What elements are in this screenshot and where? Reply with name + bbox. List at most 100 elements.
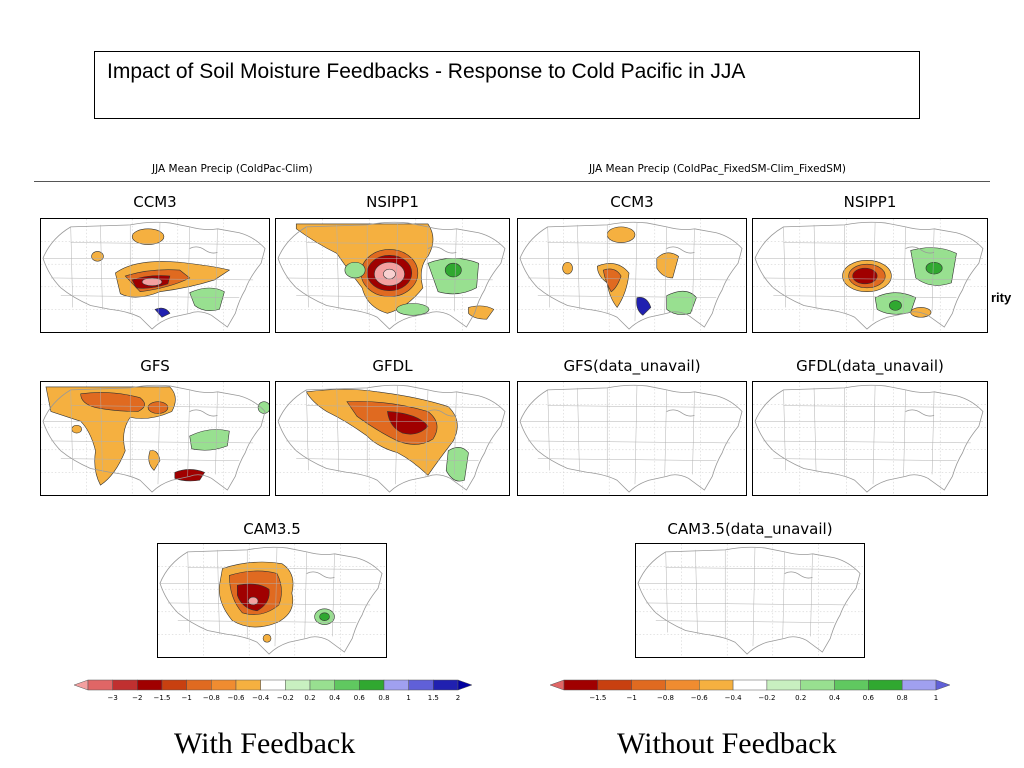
colorbar-tick-label: 1.5 [428, 694, 439, 702]
right-map-panel [752, 218, 988, 333]
panel-label: GFDL(data_unavail) [796, 357, 944, 375]
anomaly-region [396, 303, 430, 316]
panel-label: GFDL [372, 357, 413, 375]
colorbar-swatch [359, 679, 385, 691]
colorbar-swatch [868, 679, 903, 691]
colorbar-swatch [309, 679, 335, 691]
left-map-panel [40, 381, 270, 496]
anomaly-region [636, 297, 652, 316]
colorbar-tick-label: 0.8 [378, 694, 389, 702]
slide-title: Impact of Soil Moisture Feedbacks - Resp… [107, 60, 746, 83]
anomaly-region [468, 305, 495, 320]
colorbar-tick-label: −0.8 [203, 694, 220, 702]
colorbar-tick-label: −0.4 [725, 694, 743, 702]
anomaly-region [262, 634, 272, 643]
panel-label: CAM3.5 [243, 520, 301, 538]
anomaly-region [71, 424, 82, 434]
without-feedback-caption: Without Feedback [617, 727, 837, 760]
colorbar-swatch [800, 679, 835, 691]
colorbar-tick-label: −1 [626, 694, 636, 702]
colorbar-swatch [433, 679, 459, 691]
colorbar-swatch [235, 679, 261, 691]
anomaly-region [189, 429, 230, 451]
panel-label: CCM3 [133, 193, 177, 211]
colorbar-tick-label: −0.4 [252, 694, 270, 702]
right-header: JJA Mean Precip (ColdPac_FixedSM-Clim_Fi… [589, 163, 847, 175]
colorbar-swatch [383, 679, 409, 691]
colorbar-swatch [186, 679, 212, 691]
panel-label: NSIPP1 [843, 193, 897, 211]
anomaly-region [344, 261, 366, 279]
with-feedback-caption: With Feedback [174, 727, 356, 760]
colorbar-swatch [699, 679, 734, 691]
colorbar-swatch [260, 679, 286, 691]
left-colorbar: −3 −2 −1.5 −1 −0.8 −0.6 −0.4 −0.2 0.2 0.4 0.6 0.8 1 1… [73, 678, 485, 708]
colorbar-swatch [732, 679, 768, 691]
colorbar-tick-label: 0.6 [354, 694, 366, 702]
colorbar-tick-label: 0.2 [304, 694, 315, 702]
colorbar-swatch [834, 679, 869, 691]
colorbar-swatch [137, 679, 163, 691]
anomaly-region [189, 287, 225, 311]
anomaly-region [656, 252, 679, 279]
anomaly-region [606, 226, 636, 243]
colorbar-tick-label: −1.5 [154, 694, 171, 702]
anomaly-region [666, 290, 697, 315]
right-header-rule [512, 181, 990, 182]
anomaly-region [445, 447, 469, 482]
anomaly-region [147, 401, 169, 414]
colorbar-swatch [665, 679, 700, 691]
map-svg [518, 219, 746, 332]
colorbar-swatch [901, 679, 937, 691]
anomaly-region [562, 261, 573, 275]
map-svg [276, 382, 509, 495]
colorbar-arrow-right [935, 679, 951, 691]
colorbar-swatch [112, 679, 138, 691]
colorbar-tick-label: 1 [934, 694, 938, 702]
colorbar-tick-label: 1 [406, 694, 410, 702]
anomaly-region [602, 268, 622, 293]
anomaly-region [444, 262, 462, 278]
panel-label: CCM3 [610, 193, 654, 211]
left-map-panel [275, 218, 510, 333]
colorbar-tick-label: 0.4 [829, 694, 841, 702]
map-svg [518, 382, 746, 495]
colorbar-swatch [766, 679, 801, 691]
anomaly-region [148, 450, 161, 471]
colorbar-tick-label: −1 [182, 694, 192, 702]
panel-label: CAM3.5(data_unavail) [667, 520, 833, 538]
map-svg [753, 219, 987, 332]
panel-label: NSIPP1 [366, 193, 419, 211]
panel-label: GFS(data_unavail) [563, 357, 701, 375]
right-map-panel [752, 381, 988, 496]
right-map-panel [517, 381, 747, 496]
left-map-panel [40, 218, 270, 333]
colorbar-tick-label: −0.8 [657, 694, 674, 702]
anomaly-region [852, 267, 878, 285]
right-map-panel [635, 543, 865, 658]
colorbar-tick-label: −1.5 [589, 694, 606, 702]
map-svg [41, 382, 269, 495]
map-svg [276, 219, 509, 332]
anomaly-region [319, 612, 330, 621]
colorbar-swatch [161, 679, 187, 691]
side-text-fragment: rity [991, 290, 1012, 305]
panel-label: GFS [140, 357, 170, 375]
colorbar-arrow-right [457, 679, 473, 691]
colorbar-swatch [408, 679, 434, 691]
map-svg [41, 219, 269, 332]
colorbar-tick-label: 0.8 [897, 694, 908, 702]
right-colorbar: −1.5−1−0.8−0.6−0.4−0.20.20.40.60.811.5 [549, 678, 975, 708]
colorbar-tick-label: −0.2 [277, 694, 294, 702]
anomaly-region [925, 261, 943, 275]
anomaly-region [131, 228, 165, 245]
map-svg [636, 544, 864, 657]
colorbar-swatch [563, 679, 599, 691]
colorbar-swatch [631, 679, 666, 691]
right-map-panel [517, 218, 747, 333]
colorbar-tick-label: −2 [132, 694, 142, 702]
colorbar-tick-label: 0.6 [863, 694, 875, 702]
colorbar-tick-label: −3 [108, 694, 118, 702]
colorbar-arrow-left [73, 679, 89, 691]
map-svg [158, 544, 386, 657]
